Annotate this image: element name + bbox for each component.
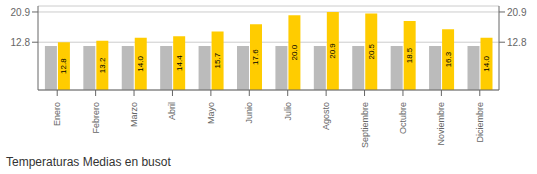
svg-text:20.5: 20.5 [367,43,376,59]
svg-text:12.8: 12.8 [11,37,31,48]
svg-text:14.0: 14.0 [136,56,145,72]
svg-text:Octubre: Octubre [398,102,408,134]
svg-text:20.0: 20.0 [290,44,299,60]
svg-text:14.0: 14.0 [482,56,491,72]
svg-text:Febrero: Febrero [91,102,101,134]
svg-text:15.7: 15.7 [213,52,222,68]
svg-text:Diciembre: Diciembre [475,102,485,143]
svg-text:Agosto: Agosto [321,102,331,130]
svg-text:Abril: Abril [167,102,177,120]
svg-text:Septiembre: Septiembre [360,102,370,148]
svg-text:14.4: 14.4 [175,55,184,71]
svg-text:20.9: 20.9 [11,7,31,18]
svg-text:16.3: 16.3 [444,51,453,67]
svg-text:Julio: Julio [283,102,293,121]
html-text:Temperaturas Medias en busot: Temperaturas Medias en busot [6,155,171,169]
svg-text:20.9: 20.9 [507,7,527,18]
svg-text:Noviembre: Noviembre [436,102,446,146]
svg-text:20.9: 20.9 [328,43,337,59]
svg-text:18.5: 18.5 [405,47,414,63]
svg-text:Enero: Enero [52,102,62,126]
svg-text:17.6: 17.6 [251,49,260,65]
svg-text:Junio: Junio [244,102,254,124]
svg-text:Marzo: Marzo [129,102,139,127]
svg-text:Mayo: Mayo [206,102,216,124]
svg-text:12.8: 12.8 [59,58,68,74]
svg-text:12.8: 12.8 [507,37,527,48]
svg-text:13.2: 13.2 [98,57,107,73]
